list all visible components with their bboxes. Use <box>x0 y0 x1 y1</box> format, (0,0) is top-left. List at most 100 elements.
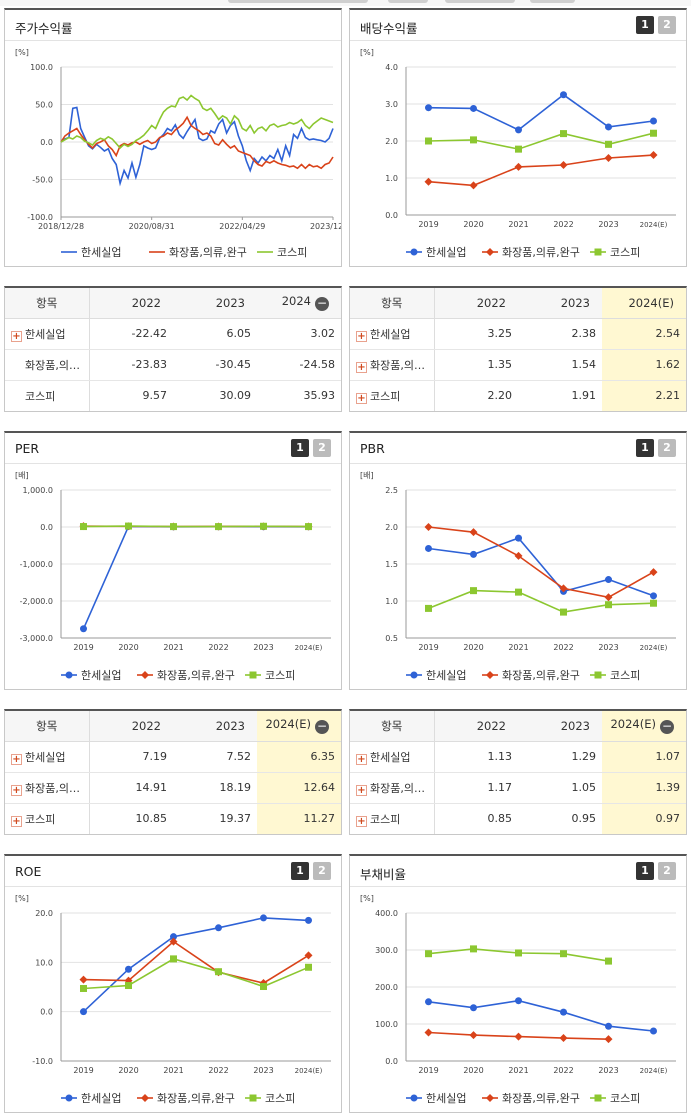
tab-2[interactable]: 2 <box>658 862 676 880</box>
y-tick-label: 1.5 <box>385 560 398 569</box>
collapse-icon[interactable]: − <box>660 719 674 735</box>
table-cell: 1.13 <box>434 741 518 773</box>
series-line-2 <box>428 154 654 187</box>
point <box>169 937 178 946</box>
expand-icon[interactable]: + <box>356 784 367 796</box>
header-text: 항목 <box>36 295 58 310</box>
point <box>515 997 522 1005</box>
expand-icon[interactable]: + <box>11 815 22 827</box>
expand-icon[interactable]: + <box>11 330 22 342</box>
point <box>80 1008 87 1016</box>
column-header: 2023 <box>173 711 257 742</box>
point <box>79 975 88 984</box>
point <box>515 126 522 134</box>
x-tick-label: 2023/12/28 <box>310 222 341 231</box>
x-tick-label: 2022 <box>553 643 573 652</box>
y-tick-label: 0.0 <box>385 1057 398 1066</box>
expand-icon[interactable]: + <box>11 753 22 765</box>
tab-1[interactable]: 1 <box>291 862 309 880</box>
legend-label: 코스피 <box>610 246 640 259</box>
point <box>470 587 477 595</box>
tab-1[interactable]: 1 <box>291 439 309 457</box>
table-cell: 35.93 <box>303 389 336 403</box>
y-tick-label: -3,000.0 <box>20 634 53 643</box>
header-text: 2023 <box>560 718 590 733</box>
expand-icon[interactable]: + <box>356 815 367 827</box>
point <box>650 117 657 125</box>
column-header: 2024(E) <box>602 288 686 319</box>
row-name: + 코스피 <box>5 803 90 834</box>
point <box>170 523 177 531</box>
tab-2[interactable]: 2 <box>313 439 331 457</box>
column-header: 2023 <box>518 288 602 319</box>
tab-1[interactable]: 1 <box>636 439 654 457</box>
table-row: + 화장품,의… 1.35 1.54 1.62 <box>350 349 686 381</box>
row-label: 화장품,의… <box>370 358 425 372</box>
point <box>560 950 567 958</box>
tab-2[interactable]: 2 <box>313 862 331 880</box>
column-header: 항목 <box>350 288 435 319</box>
legend-label: 코스피 <box>610 669 640 682</box>
table-cell: 9.57 <box>142 389 168 403</box>
expand-icon[interactable]: + <box>356 361 367 373</box>
panel-title: 배당수익률 <box>360 21 418 36</box>
table-cell: 30.09 <box>219 389 252 403</box>
table-cell: -23.83 <box>89 349 173 381</box>
x-tick-label: 2024(E) <box>295 1067 323 1075</box>
point <box>125 982 132 990</box>
unit-label: [배] <box>360 471 374 480</box>
x-tick-label: 2024(E) <box>640 221 668 229</box>
expand-icon[interactable]: + <box>356 392 367 404</box>
tab-1[interactable]: 1 <box>636 862 654 880</box>
table-row: 코스피 9.57 30.09 35.93 <box>5 380 341 411</box>
column-header: 2022 <box>434 288 518 319</box>
expand-icon[interactable]: + <box>356 330 367 342</box>
tab-2[interactable]: 2 <box>658 439 676 457</box>
header-text: 항목 <box>381 295 403 310</box>
table-cell: 1.35 <box>434 349 518 381</box>
collapse-icon[interactable]: − <box>315 719 329 735</box>
point <box>424 523 433 531</box>
point <box>649 568 658 577</box>
point <box>560 608 567 616</box>
collapse-icon[interactable]: − <box>315 296 329 312</box>
column-header: 2023 <box>173 288 257 319</box>
expand-icon[interactable]: + <box>356 753 367 765</box>
legend-label: 한세실업 <box>81 669 121 682</box>
row-name: + 한세실업 <box>5 318 90 350</box>
row-label: 한세실업 <box>25 750 66 764</box>
point <box>514 162 523 171</box>
x-tick-label: 2020 <box>118 1066 138 1075</box>
row-label: 코스피 <box>370 389 401 403</box>
table-cell: 7.52 <box>173 741 257 773</box>
y-tick-label: -100.0 <box>27 213 53 222</box>
x-tick-label: 2022 <box>553 220 573 229</box>
chart-svg: [%] 4.0 3.0 2.0 1.0 0.0 2019 2020 2021 2022 2023 20… <box>360 48 676 259</box>
point <box>170 933 177 941</box>
point <box>515 534 522 542</box>
y-tick-label: 200.0 <box>375 983 398 992</box>
point <box>215 968 222 976</box>
chart-panel-dividend: 배당수익률 1 2 [%] 4.0 3.0 2.0 1.0 0.0 2019 2020 2021 202… <box>349 8 687 267</box>
legend-marker <box>594 248 602 256</box>
tab-1[interactable]: 1 <box>636 16 654 34</box>
legend-marker <box>141 1094 149 1102</box>
legend-label: 코스피 <box>610 1092 640 1105</box>
y-tick-label: 400.0 <box>375 909 398 918</box>
expand-icon[interactable]: + <box>11 784 22 796</box>
x-tick-label: 2021 <box>508 643 528 652</box>
y-tick-label: 0.0 <box>40 523 53 532</box>
point <box>470 945 477 953</box>
header-text: 2024(E) <box>265 717 311 732</box>
table-header-row: 항목 2022 2023 2024(E) <box>350 288 686 319</box>
legend-marker <box>249 671 257 679</box>
point <box>469 181 478 190</box>
point <box>215 523 222 531</box>
point <box>560 91 567 99</box>
column-header: 항목 <box>5 288 90 319</box>
header-text: 2024(E) <box>628 295 674 310</box>
point <box>424 1028 433 1037</box>
tab-2[interactable]: 2 <box>658 16 676 34</box>
y-tick-label: 1.0 <box>385 597 398 606</box>
